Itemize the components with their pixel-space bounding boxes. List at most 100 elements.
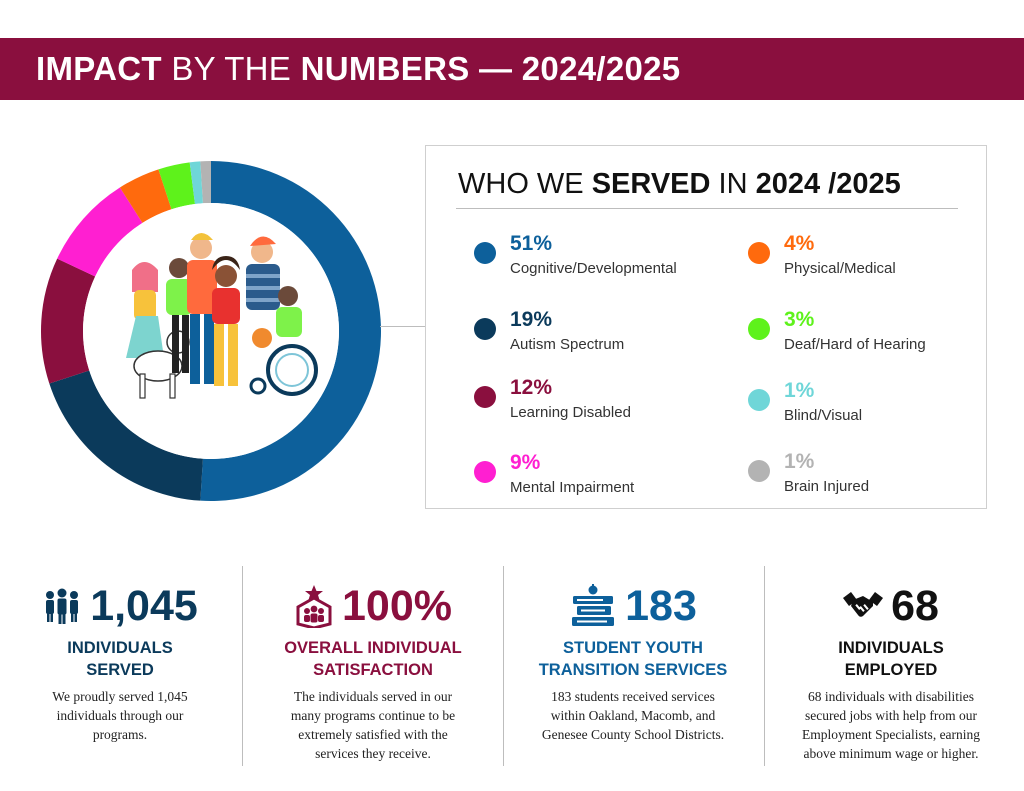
stat-individuals-served: 1,045 INDIVIDUALS SERVED We proudly serv… [0, 578, 240, 744]
stat-description-line: above minimum wage or higher. [803, 746, 979, 761]
stat-description-line: secured jobs with help from our [804, 708, 978, 723]
stat-description-line: Genesee County School Districts. [541, 727, 725, 742]
title-part-by-the: BY THE [171, 50, 292, 87]
chart-legend-connector [380, 326, 425, 327]
stat-description-line: individuals through our [56, 708, 184, 723]
stat-description-line: many programs continue to be [290, 708, 456, 723]
legend-item-physical: 4% Physical/Medical [748, 232, 988, 292]
legend-item-deaf: 3% Deaf/Hard of Hearing [748, 308, 988, 368]
stat-number: 100% [342, 581, 452, 630]
stat-description-line: The individuals served in our [293, 689, 453, 704]
legend-dot [748, 460, 770, 482]
legend-dot [474, 386, 496, 408]
legend-title-part-who-we: WHO WE [458, 168, 584, 200]
donut-slices [40, 161, 381, 501]
stat-description: 183 students received services within Oa… [513, 687, 753, 744]
title-part-impact: IMPACT [36, 50, 162, 87]
stat-label: OVERALL INDIVIDUAL SATISFACTION [253, 637, 493, 681]
legend-label: Blind/Visual [784, 407, 863, 424]
stat-description-line: services they receive. [315, 746, 431, 761]
people-group-icon [46, 588, 79, 624]
stat-number: 68 [891, 581, 939, 630]
legend-dot [474, 318, 496, 340]
stat-description-line: extremely satisfied with the [298, 727, 448, 742]
people-illustration [126, 233, 318, 399]
legend-item-cognitive: 51% Cognitive/Developmental [474, 232, 714, 292]
stat-label: INDIVIDUALS EMPLOYED [771, 637, 1011, 681]
stat-label-line: SATISFACTION [313, 661, 433, 679]
header-banner: IMPACT BY THE NUMBERS — 2024/2025 [0, 38, 1024, 100]
stat-divider [242, 566, 243, 766]
legend-percent: 3% [784, 308, 815, 331]
stat-divider [503, 566, 504, 766]
donut-slice-mental-impairment [57, 187, 143, 277]
donut-slice-cognitive-developmental [200, 161, 381, 501]
legend-label: Brain Injured [784, 478, 870, 495]
legend-label: Learning Disabled [510, 404, 631, 421]
legend-item-autism: 19% Autism Spectrum [474, 308, 714, 368]
legend-item-blind: 1% Blind/Visual [748, 379, 988, 439]
legend-percent: 19% [510, 308, 553, 331]
donut-slice-brain-injured [200, 161, 211, 204]
legend-percent: 51% [510, 232, 553, 255]
donut-chart [40, 161, 381, 501]
legend-item-learning: 12% Learning Disabled [474, 376, 714, 436]
stat-number: 1,045 [90, 581, 198, 630]
handshake-icon [843, 592, 884, 617]
legend-dot [748, 389, 770, 411]
stat-description-line: We proudly served 1,045 [52, 689, 188, 704]
stat-label: STUDENT YOUTH TRANSITION SERVICES [513, 637, 753, 681]
legend-dot [474, 461, 496, 483]
legend-title-part-served: SERVED [591, 168, 711, 200]
stat-description-line: Employment Specialists, earning [801, 727, 981, 742]
stat-label-line: TRANSITION SERVICES [538, 661, 728, 679]
stat-label: INDIVIDUALS SERVED [0, 637, 240, 681]
stat-individuals-employed: 68 INDIVIDUALS EMPLOYED 68 individuals w… [771, 578, 1011, 763]
stat-label-line: EMPLOYED [844, 661, 938, 679]
legend-percent: 4% [784, 232, 815, 255]
stat-label-line: SERVED [86, 661, 154, 679]
stat-description-line: 183 students received services [551, 689, 715, 704]
star-group-badge-icon [296, 585, 332, 628]
stat-description-line: within Oakland, Macomb, and [550, 708, 716, 723]
legend-percent: 9% [510, 451, 541, 474]
legend-label: Autism Spectrum [510, 336, 625, 353]
stat-student-transition: 183 STUDENT YOUTH TRANSITION SERVICES 18… [513, 578, 753, 744]
donut-slice-learning-disabled [40, 258, 96, 384]
legend-item-brain: 1% Brain Injured [748, 450, 988, 510]
legend-dot [474, 242, 496, 264]
legend-title: WHO WE SERVED IN 2024 /2025 [458, 168, 901, 201]
stat-label-line: STUDENT YOUTH [563, 639, 703, 657]
stat-label-line: OVERALL INDIVIDUAL [284, 639, 462, 657]
legend-percent: 1% [784, 450, 815, 473]
title-part-numbers: NUMBERS — 2024/2025 [300, 50, 681, 87]
legend-title-part-year: 2024 /2025 [755, 168, 901, 200]
donut-slice-deaf-hard-of-hearing [158, 162, 195, 210]
legend-divider [456, 208, 958, 209]
legend-dot [748, 242, 770, 264]
books-apple-icon [572, 584, 615, 626]
donut-slice-blind-visual [189, 161, 203, 205]
stat-number: 183 [625, 581, 697, 630]
legend-dot [748, 318, 770, 340]
stat-label-line: INDIVIDUALS [67, 639, 173, 657]
stat-description-line: programs. [92, 727, 148, 742]
page-title: IMPACT BY THE NUMBERS — 2024/2025 [36, 50, 680, 88]
legend-label: Physical/Medical [784, 260, 896, 277]
legend-panel: WHO WE SERVED IN 2024 /2025 51% Cognitiv… [425, 145, 987, 509]
stat-satisfaction: 100% OVERALL INDIVIDUAL SATISFACTION The… [253, 578, 493, 763]
legend-item-mental: 9% Mental Impairment [474, 451, 714, 511]
legend-percent: 1% [784, 379, 815, 402]
stat-description-line: 68 individuals with disabilities [807, 689, 975, 704]
legend-title-part-in: IN [718, 168, 748, 200]
stat-description: The individuals served in our many progr… [253, 687, 493, 763]
legend-percent: 12% [510, 376, 553, 399]
legend-label: Cognitive/Developmental [510, 260, 677, 277]
legend-label: Mental Impairment [510, 479, 635, 496]
stat-description: 68 individuals with disabilities secured… [771, 687, 1011, 763]
donut-slice-autism-spectrum [49, 370, 203, 501]
legend-label: Deaf/Hard of Hearing [784, 336, 926, 353]
stat-description: We proudly served 1,045 individuals thro… [0, 687, 240, 744]
stat-divider [764, 566, 765, 766]
stat-label-line: INDIVIDUALS [838, 639, 944, 657]
